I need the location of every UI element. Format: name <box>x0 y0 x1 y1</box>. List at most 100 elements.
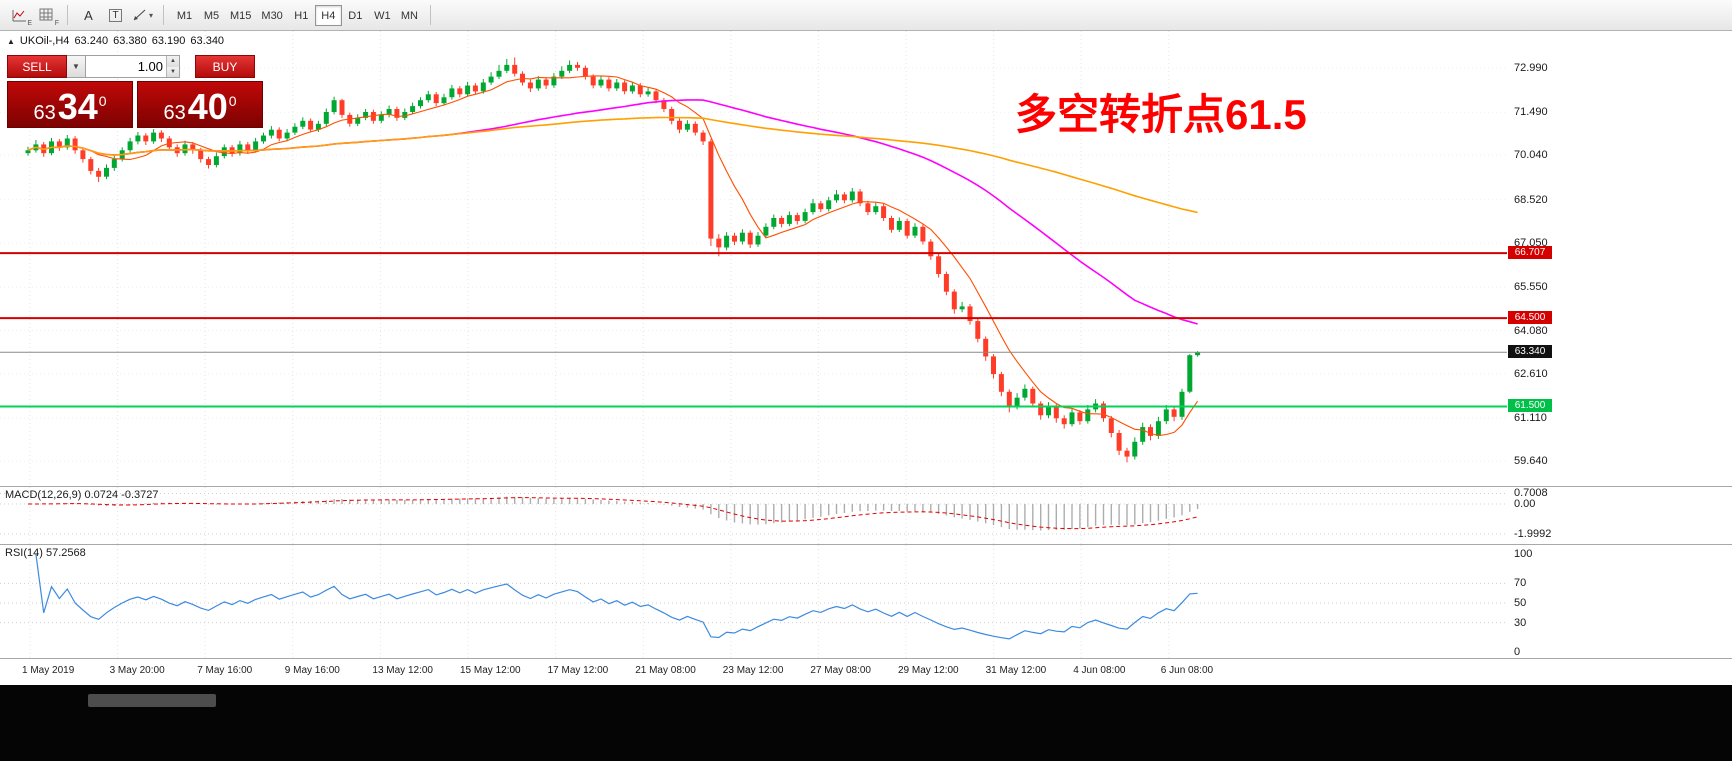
buy-price-display[interactable]: 63 40 0 <box>137 81 263 128</box>
sell-price-pips: 34 <box>57 86 98 127</box>
rsi-panel[interactable]: RSI(14) 57.2568 100 70 50 30 0 <box>0 545 1732 659</box>
price-axis-label: 72.990 <box>1514 62 1548 75</box>
time-axis-label: 13 May 12:00 <box>372 665 433 676</box>
toolbar-separator <box>163 5 164 25</box>
time-axis[interactable]: 1 May 2019 3 May 20:00 7 May 16:00 9 May 16… <box>0 659 1732 685</box>
chart-indicator-icon[interactable]: E <box>6 3 33 27</box>
chevron-down-icon: ▼ <box>72 62 80 71</box>
bottom-bar <box>0 685 1732 761</box>
time-axis-label: 3 May 20:00 <box>109 665 165 676</box>
icon-sub-label: E <box>27 20 32 27</box>
timeframe-m15[interactable]: M15 <box>230 9 252 22</box>
text-tool-a[interactable]: A <box>84 7 93 23</box>
price-tag: 64.500 <box>1508 311 1552 325</box>
price-display-row: 63 34 0 63 40 0 <box>7 81 263 128</box>
volume-decrease-button[interactable]: ▼ <box>167 66 179 77</box>
macd-axis-label: 0.7008 <box>1514 487 1548 500</box>
time-axis-label: 7 May 16:00 <box>197 665 253 676</box>
price-axis-label: 70.040 <box>1514 148 1548 161</box>
timeframe-group: M1 M5 M15 M30 H1 H4 D1 W1 MN <box>171 4 423 26</box>
main-chart-panel[interactable]: ▲ UKOil-,H4 63.240 63.380 63.190 63.340 … <box>0 31 1732 487</box>
cursor-line-icon <box>133 9 146 21</box>
text-tool-t[interactable]: T <box>102 3 129 27</box>
order-row: SELL ▼ ▲ ▼ BUY <box>7 55 263 78</box>
time-axis-label: 29 May 12:00 <box>898 665 959 676</box>
zigzag-chart-icon <box>12 9 26 21</box>
timeframe-m30[interactable]: M30 <box>261 9 283 22</box>
crosshair-tool-icon[interactable]: ▾ <box>129 3 156 27</box>
time-axis-label: 31 May 12:00 <box>985 665 1047 676</box>
ohlc-open: 63.240 <box>74 35 109 47</box>
symbol-ohlc-line: ▲ UKOil-,H4 63.240 63.380 63.190 63.340 <box>7 35 224 47</box>
sell-price-display[interactable]: 63 34 0 <box>7 81 133 128</box>
sell-button[interactable]: SELL <box>7 55 67 78</box>
sell-price-main: 63 <box>33 102 56 124</box>
candlestick-chart[interactable] <box>0 31 1507 486</box>
rsi-axis-label: 50 <box>1514 597 1527 609</box>
rsi-axis-label: 30 <box>1514 616 1527 629</box>
volume-input[interactable] <box>86 56 166 77</box>
buy-price-pips: 40 <box>187 86 228 127</box>
toolbar-separator <box>67 5 68 25</box>
time-axis-label: 23 May 12:00 <box>722 665 784 676</box>
taskbar-item <box>88 694 216 707</box>
ohlc-close: 63.340 <box>190 35 225 47</box>
time-axis-label: 6 Jun 08:00 <box>1160 665 1214 676</box>
rsi-axis-label: 100 <box>1514 548 1533 560</box>
timeframe-m1[interactable]: M1 <box>176 9 193 22</box>
volume-dropdown-button[interactable]: ▼ <box>67 55 86 78</box>
time-axis-label: 1 May 2019 <box>22 665 75 676</box>
volume-field: ▲ ▼ <box>86 55 180 78</box>
chart-grid-icon[interactable]: F <box>33 3 60 27</box>
time-axis-label: 21 May 08:00 <box>635 665 696 676</box>
timeframe-h1[interactable]: H1 <box>294 9 309 22</box>
timeframe-mn[interactable]: MN <box>400 9 418 22</box>
rsi-axis-label: 70 <box>1514 577 1527 590</box>
rsi-axis-label: 0 <box>1514 646 1521 658</box>
price-tag: 61.500 <box>1508 399 1552 413</box>
ohlc-low: 63.190 <box>151 35 186 47</box>
timeframe-d1[interactable]: D1 <box>348 9 363 22</box>
price-axis-label: 67.050 <box>1514 237 1548 250</box>
price-axis-label: 65.550 <box>1514 281 1548 294</box>
main-price-axis[interactable]: 72.990 71.490 70.040 68.520 67.050 65.550 64.0… <box>1507 31 1732 486</box>
chart-text-annotation: 多空转折点61.5 <box>1015 91 1307 138</box>
symbol-name: UKOil-,H4 <box>19 35 70 47</box>
price-axis-label: 68.520 <box>1514 193 1548 206</box>
price-axis-label: 71.490 <box>1514 106 1548 119</box>
rsi-chart[interactable] <box>0 545 1507 658</box>
macd-axis-label: -1.9992 <box>1514 527 1552 540</box>
ohlc-high: 63.380 <box>113 35 147 47</box>
buy-price-fraction: 0 <box>228 93 237 109</box>
rsi-label: RSI(14) 57.2568 <box>5 547 86 559</box>
macd-axis-label: 0.00 <box>1514 498 1536 510</box>
trade-panel-toggle[interactable]: ▲ <box>7 36 15 46</box>
macd-chart[interactable] <box>0 487 1507 544</box>
volume-increase-button[interactable]: ▲ <box>167 56 179 67</box>
time-axis-label: 27 May 08:00 <box>810 665 871 676</box>
chevron-down-icon: ▾ <box>148 10 153 20</box>
timeframe-m5[interactable]: M5 <box>203 9 220 22</box>
macd-panel[interactable]: MACD(12,26,9) 0.0724 -0.3727 0.7008 0.00 -… <box>0 487 1732 545</box>
macd-axis[interactable]: 0.7008 0.00 -1.9992 <box>1507 487 1732 544</box>
price-tag: 66.707 <box>1508 246 1552 260</box>
price-axis-label: 62.610 <box>1514 367 1548 380</box>
price-axis-label: 59.640 <box>1514 455 1548 468</box>
sell-price-fraction: 0 <box>98 93 107 109</box>
time-axis-label: 15 May 12:00 <box>460 665 521 676</box>
price-axis-label: 64.080 <box>1514 324 1548 337</box>
icon-sub-label: F <box>54 20 59 27</box>
time-axis-label: 17 May 12:00 <box>547 665 609 676</box>
price-axis-label: 61.110 <box>1514 411 1547 424</box>
grid-icon <box>39 8 53 21</box>
toolbar-separator <box>429 5 431 25</box>
toolbar: E F A T ▾ M1 M5 M15 M30 H1 H4 D1 W1 MN <box>0 0 1732 31</box>
rsi-axis[interactable]: 100 70 50 30 0 <box>1507 545 1732 658</box>
timeframe-h4[interactable]: H4 <box>314 4 342 26</box>
volume-steppers: ▲ ▼ <box>166 56 179 77</box>
timeframe-w1[interactable]: W1 <box>374 9 391 22</box>
buy-button[interactable]: BUY <box>195 55 255 78</box>
macd-label: MACD(12,26,9) 0.0724 -0.3727 <box>5 489 159 501</box>
time-axis-label: 4 Jun 08:00 <box>1073 665 1126 676</box>
